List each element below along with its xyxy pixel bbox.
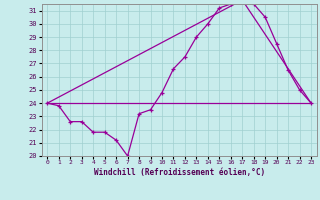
X-axis label: Windchill (Refroidissement éolien,°C): Windchill (Refroidissement éolien,°C)	[94, 168, 265, 177]
